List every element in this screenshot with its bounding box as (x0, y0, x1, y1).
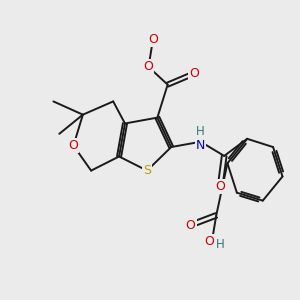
Text: O: O (148, 33, 158, 46)
Text: O: O (189, 67, 199, 80)
Text: O: O (215, 180, 225, 193)
Text: O: O (68, 139, 78, 152)
Text: S: S (143, 164, 151, 177)
Text: N: N (196, 139, 205, 152)
Text: H: H (216, 238, 225, 251)
Text: O: O (144, 61, 154, 74)
Text: H: H (196, 125, 205, 138)
Text: O: O (204, 236, 214, 248)
Text: O: O (186, 219, 196, 232)
